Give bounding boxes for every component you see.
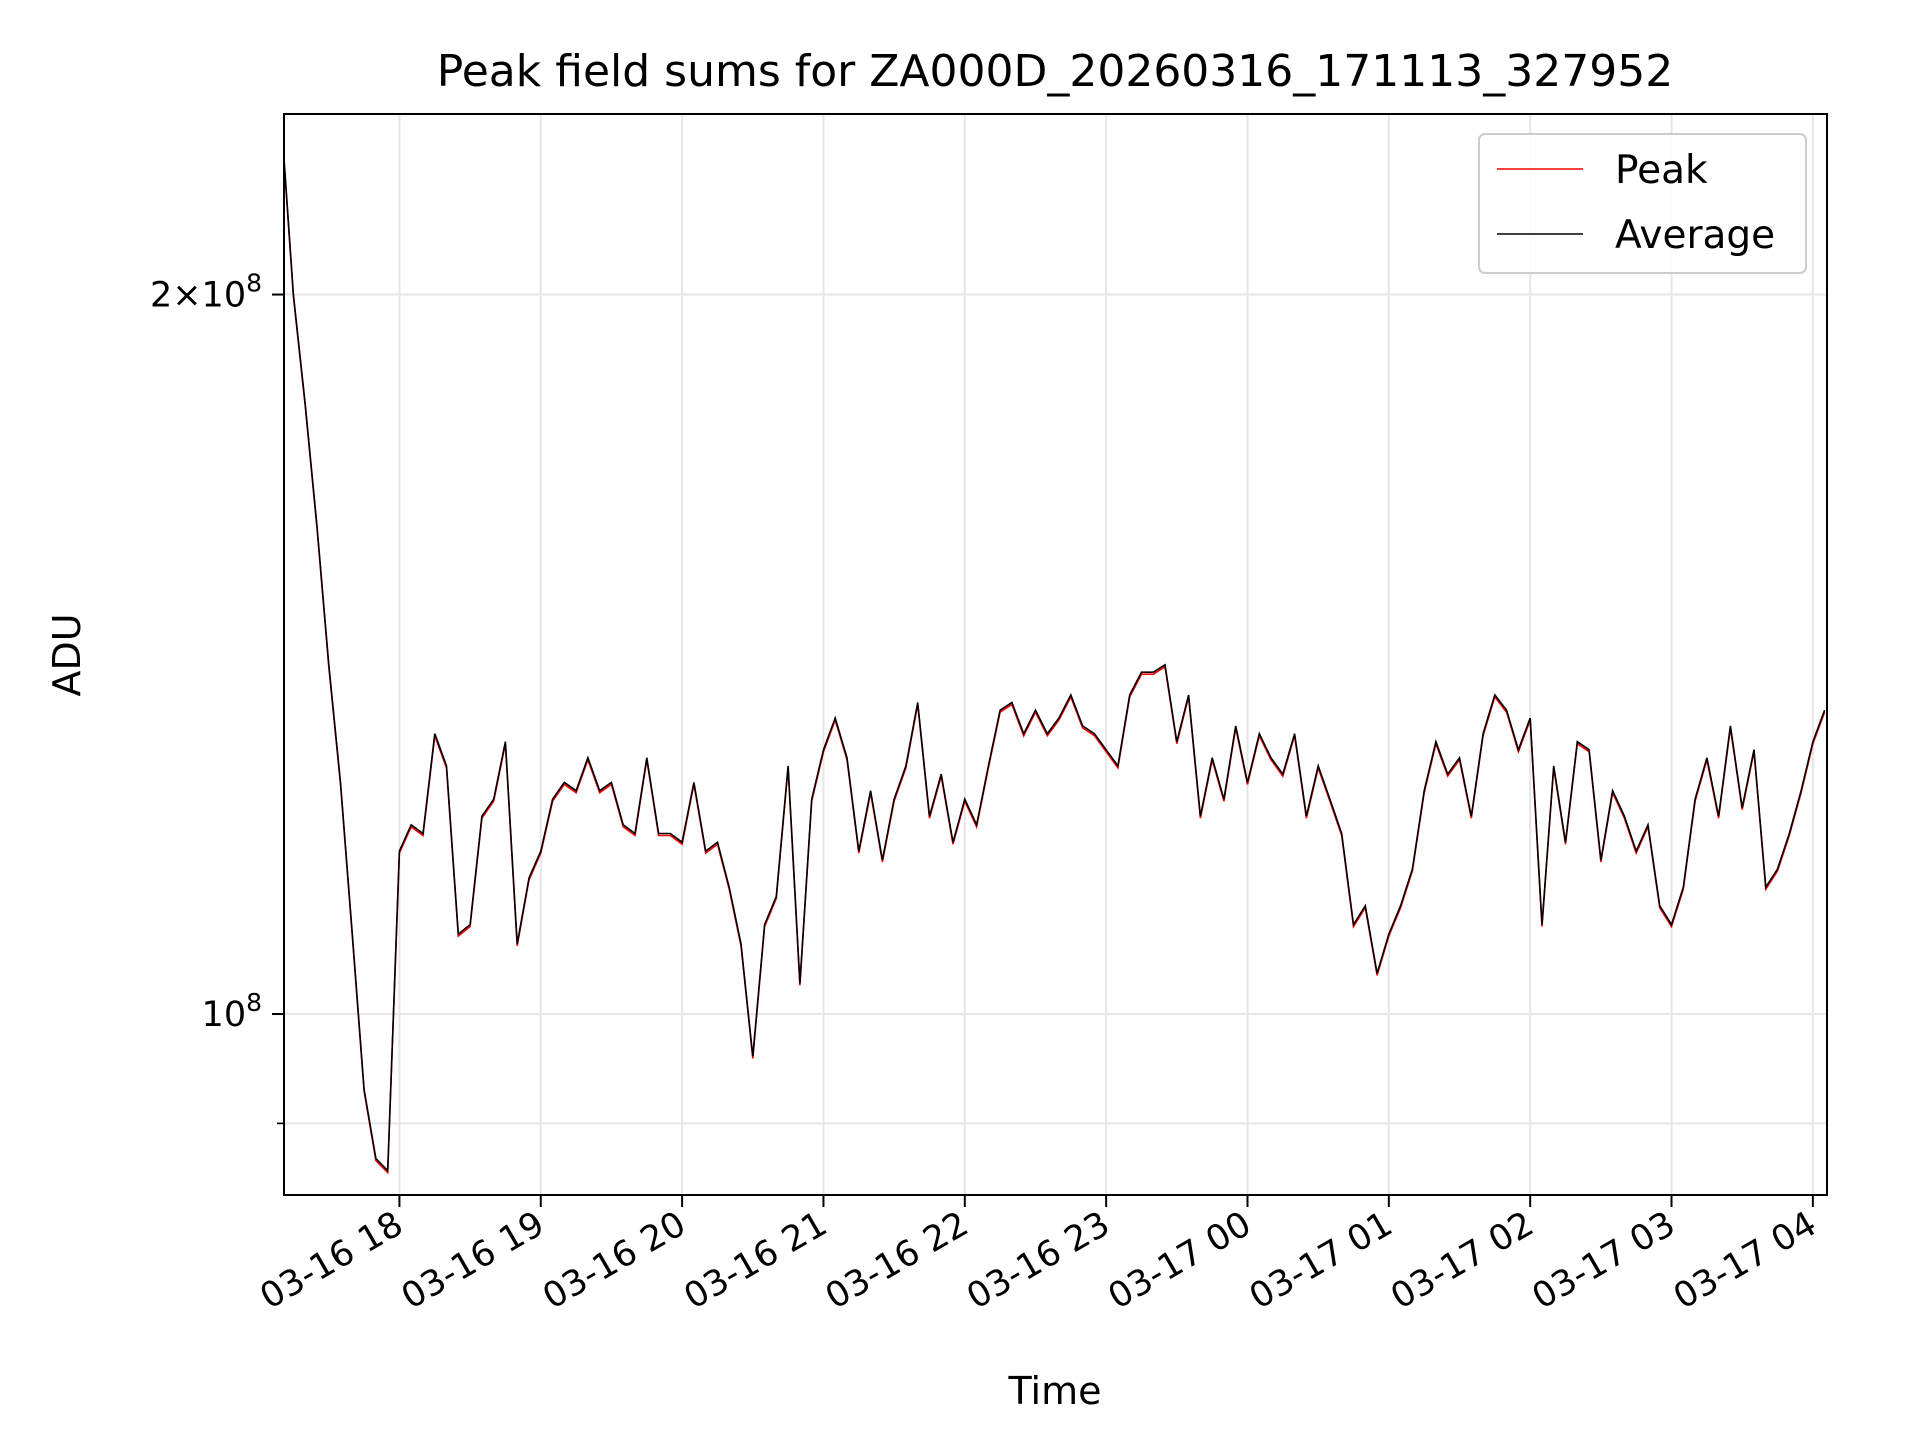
series-layer <box>283 158 1826 1175</box>
plot-frame <box>283 113 1828 1196</box>
x-axis-label: Time <box>1008 1369 1102 1413</box>
legend: Peak Average <box>1478 133 1807 274</box>
y-tick-label: 2×108 <box>150 269 262 316</box>
legend-peak-label: Peak <box>1615 148 1708 193</box>
grid <box>284 114 1827 1195</box>
series-average-line <box>283 158 1826 1173</box>
chart-title: Peak field sums for ZA000D_20260316_1711… <box>437 46 1673 97</box>
y-axis: 2×108 108 <box>150 269 284 1125</box>
y-tick-label: 108 <box>202 988 262 1035</box>
y-axis-label: ADU <box>45 613 89 696</box>
legend-average-label: Average <box>1615 213 1775 258</box>
